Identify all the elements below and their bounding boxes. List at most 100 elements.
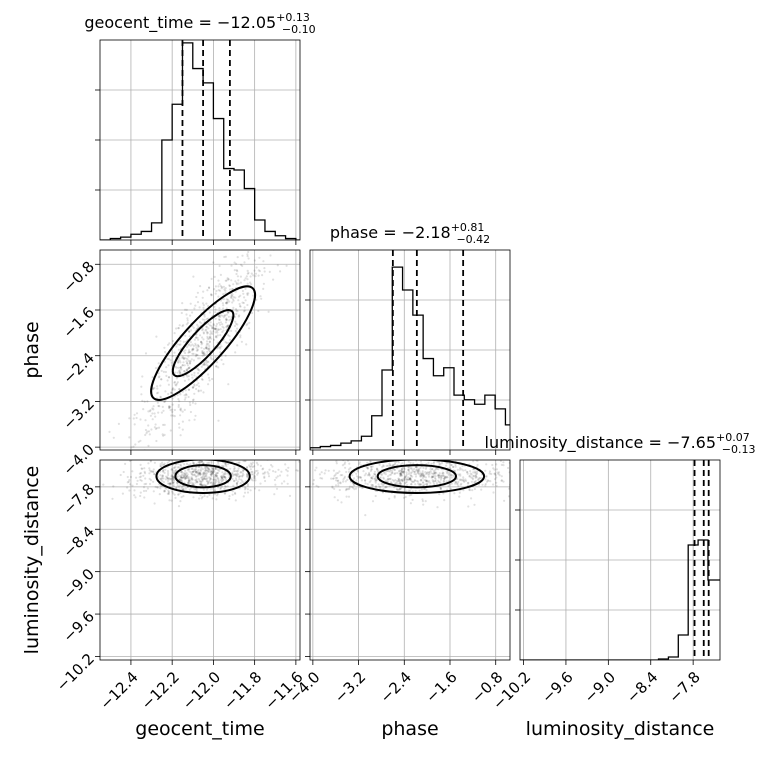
- sample-point: [165, 366, 168, 369]
- sample-point: [240, 340, 243, 343]
- sample-point: [234, 296, 237, 299]
- sample-point: [200, 483, 203, 486]
- sample-point: [277, 468, 280, 471]
- sample-point: [197, 325, 200, 328]
- sample-point: [398, 455, 400, 457]
- contour-level-0: [174, 464, 232, 489]
- sample-point: [157, 391, 160, 394]
- sample-point: [215, 475, 219, 478]
- sample-point: [428, 457, 430, 459]
- sample-point: [154, 367, 158, 370]
- sample-point: [286, 474, 289, 477]
- sample-point: [407, 460, 410, 463]
- sample-point: [160, 378, 163, 381]
- sample-point: [175, 382, 179, 385]
- sample-point: [181, 410, 184, 413]
- x-tick-label-luminosity-distance: −9.6: [538, 668, 576, 706]
- sample-point: [246, 272, 249, 275]
- sample-point: [183, 474, 186, 477]
- sample-point: [175, 345, 178, 348]
- sample-point: [378, 463, 381, 466]
- sample-point: [139, 494, 142, 498]
- sample-point: [243, 491, 247, 494]
- sample-point: [213, 479, 216, 482]
- sample-point: [203, 458, 205, 460]
- sample-point: [209, 321, 212, 324]
- sample-point: [389, 481, 393, 484]
- sample-point: [272, 278, 275, 281]
- panel-luminosity-distance-vs-phase-grid: [310, 460, 510, 660]
- sample-point: [187, 350, 191, 354]
- sample-point: [332, 477, 335, 480]
- sample-point: [432, 475, 435, 478]
- sample-point: [500, 475, 503, 478]
- sample-point: [413, 467, 416, 471]
- sample-point: [197, 469, 200, 472]
- sample-point: [201, 468, 204, 471]
- sample-point: [201, 484, 204, 487]
- sample-point: [364, 479, 367, 482]
- sample-point: [243, 306, 246, 309]
- sample-point: [242, 301, 245, 305]
- sample-point: [424, 500, 427, 503]
- sample-point: [224, 321, 228, 324]
- sample-point: [428, 471, 431, 474]
- sample-point: [401, 462, 404, 465]
- sample-point: [144, 352, 148, 355]
- sample-point: [415, 473, 418, 476]
- sample-point: [366, 483, 369, 486]
- sample-point: [398, 478, 401, 481]
- sample-point: [185, 313, 188, 316]
- sample-point: [205, 302, 208, 305]
- sample-point: [192, 386, 195, 389]
- sample-point: [460, 468, 463, 471]
- sample-point: [249, 489, 252, 492]
- sample-point: [448, 462, 451, 465]
- sample-point: [435, 482, 438, 485]
- sample-point: [195, 336, 198, 339]
- sample-point: [216, 361, 219, 364]
- sample-point: [207, 327, 210, 330]
- sample-point: [373, 477, 376, 480]
- sample-point: [452, 465, 455, 468]
- sample-point: [218, 481, 221, 484]
- sample-point: [205, 330, 208, 334]
- sample-point: [399, 474, 402, 477]
- sample-point: [241, 475, 244, 478]
- sample-point: [422, 473, 425, 476]
- sample-point: [331, 485, 334, 488]
- sample-point: [375, 479, 378, 482]
- sample-point: [155, 392, 159, 395]
- sample-point: [186, 477, 190, 480]
- sample-point: [382, 464, 385, 467]
- sample-point: [431, 468, 434, 471]
- sample-point: [420, 473, 423, 476]
- sample-point: [178, 324, 181, 327]
- sample-point: [186, 469, 189, 472]
- sample-point: [201, 461, 204, 464]
- sample-point: [231, 493, 234, 496]
- sample-point: [201, 484, 205, 487]
- sample-point: [172, 483, 175, 486]
- sample-point: [108, 430, 111, 433]
- sample-point: [492, 467, 495, 470]
- sample-point: [415, 452, 417, 454]
- sample-point: [182, 476, 186, 479]
- sample-point: [212, 458, 214, 460]
- sample-point: [212, 261, 215, 264]
- sample-point: [236, 344, 239, 347]
- sample-point: [187, 468, 190, 471]
- sample-point: [184, 351, 187, 355]
- sample-point: [191, 352, 194, 355]
- sample-point: [180, 488, 183, 491]
- sample-point: [209, 487, 212, 490]
- sample-point: [210, 460, 213, 463]
- sample-point: [419, 460, 423, 463]
- sample-point: [181, 428, 184, 431]
- contour-level-1: [348, 460, 486, 494]
- sample-point: [222, 473, 225, 476]
- sample-point: [186, 475, 189, 478]
- sample-point: [132, 451, 134, 453]
- sample-point: [248, 464, 251, 467]
- sample-point: [404, 477, 407, 480]
